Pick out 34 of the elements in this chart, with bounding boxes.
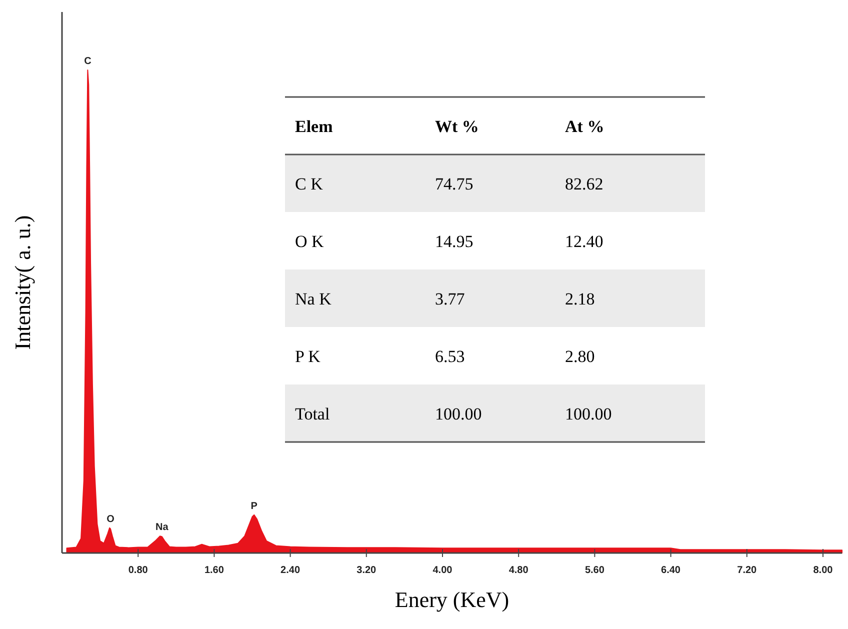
x-tick-label: 5.60 — [584, 565, 605, 576]
y-axis-title: Intensity( a. u.) — [10, 215, 35, 350]
x-tick-label: 6.40 — [661, 565, 681, 576]
annotation: P — [250, 500, 258, 512]
x-tick-label: 4.80 — [508, 565, 529, 576]
data-label: 14.95 — [435, 232, 474, 251]
x-tick-label: 8.00 — [813, 565, 834, 576]
data-label: 100.00 — [565, 404, 612, 424]
category-label: C K — [295, 174, 324, 194]
data-label: 6.53 — [435, 346, 465, 366]
category-label: Total — [295, 404, 330, 424]
data-label: 3.77 — [435, 289, 466, 308]
category-label: Na K — [295, 289, 332, 308]
x-tick-label: 3.20 — [356, 565, 377, 576]
annotation: Na — [155, 522, 169, 534]
data-label: 2.18 — [565, 289, 595, 308]
series-label: Wt % — [435, 116, 479, 136]
x-axis-title: Enery (KeV) — [394, 587, 510, 612]
data-label: 12.40 — [565, 232, 604, 251]
text: At % — [565, 116, 604, 136]
data-label: 2.80 — [565, 346, 595, 366]
data-label: 100.00 — [435, 404, 482, 424]
x-tick-label: 0.80 — [128, 565, 148, 576]
x-tick-label: 2.40 — [280, 565, 300, 576]
category-label: P K — [295, 346, 322, 366]
category-label: O K — [295, 232, 325, 251]
data-label: 82.62 — [565, 174, 604, 194]
x-tick-label: 4.00 — [432, 565, 453, 576]
annotation: O — [106, 514, 115, 525]
x-tick-label: 1.60 — [204, 565, 224, 576]
annotation: C — [84, 56, 92, 67]
legend-title: Elem — [295, 116, 333, 136]
x-tick-label: 7.20 — [737, 565, 758, 576]
data-label: 74.75 — [435, 174, 474, 194]
